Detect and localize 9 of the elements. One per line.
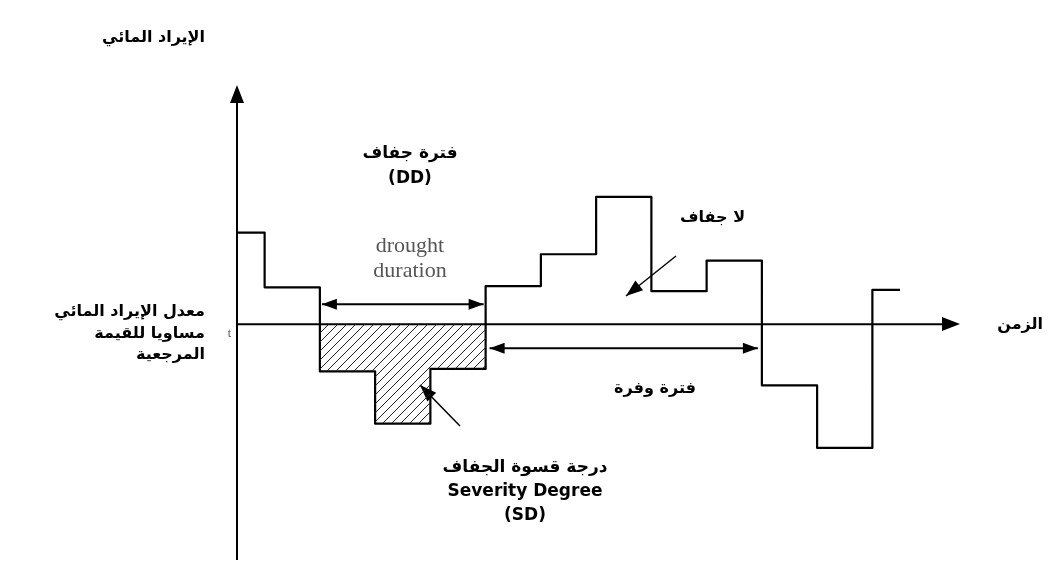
text: درجة قسوة الجفاف Severity Degree (SD) xyxy=(441,455,609,526)
annotation: لا جفاف xyxy=(680,206,746,228)
ref-line-label: t xyxy=(227,326,232,341)
x-axis-title: الزمن xyxy=(997,313,1043,335)
text: معدل الإيراد المائي مساويا للقيمة المرجعية xyxy=(54,300,205,365)
text: الإيراد المائي xyxy=(101,26,205,48)
text: فترة جفاف (DD) xyxy=(361,141,459,189)
annotation: drought duration xyxy=(372,232,448,283)
annotation: فترة وفرة xyxy=(613,377,697,399)
